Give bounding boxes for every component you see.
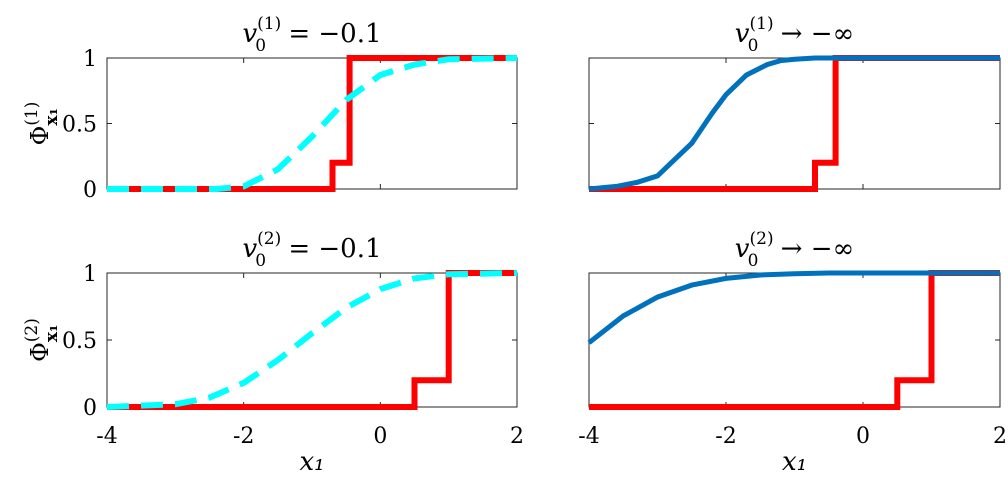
chart-title: v(2) 0 = −0.1 xyxy=(242,229,381,271)
y-tick-label: 0 xyxy=(83,178,97,203)
y-axis-label: Φ(2)x₁ xyxy=(22,318,62,362)
x-tick-label: 2 xyxy=(993,424,1007,449)
plot-area xyxy=(588,272,1001,408)
plot-area xyxy=(106,272,518,408)
x-tick-label: -2 xyxy=(715,424,736,449)
plot-area xyxy=(588,57,1001,190)
x-tick-label: 0 xyxy=(373,424,387,449)
chart-title: v(1) 0 = −0.1 xyxy=(242,14,381,56)
chart-panel-1: 0 0.5 1 v(1) 0 = −0.1 Φ(1)x₁ xyxy=(22,14,518,203)
y-tick-label: 0.5 xyxy=(62,113,97,138)
y-tick-label: 1 xyxy=(83,47,97,72)
series-line-1 xyxy=(107,55,517,192)
chart-title: v(1) 0 → −∞ xyxy=(735,14,854,56)
x-axis-label: x₁ xyxy=(299,447,324,477)
y-tick-label: 0.5 xyxy=(62,329,97,354)
series-line-2 xyxy=(587,270,1000,345)
chart-panel-3: 0 0.5 1 -4 -2 0 2 v(2) 0 = −0.1 Φ(2)x₁ x₁ xyxy=(22,229,524,477)
x-tick-label: -4 xyxy=(578,424,599,449)
x-tick-label: 2 xyxy=(510,424,524,449)
series-line-2 xyxy=(106,270,518,410)
y-tick-label: 0 xyxy=(83,396,97,421)
x-tick-label: 0 xyxy=(856,424,870,449)
chart-panel-4: -4 -2 0 2 v(2) 0 → −∞ x₁ xyxy=(578,229,1007,477)
chart-title: v(2) 0 → −∞ xyxy=(735,229,854,271)
series-line-2 xyxy=(588,55,1000,192)
x-tick-label: -4 xyxy=(96,424,117,449)
plot-area xyxy=(106,57,518,190)
series-line-2 xyxy=(107,55,518,192)
y-axis-label: Φ(1)x₁ xyxy=(22,102,62,146)
x-tick-label: -2 xyxy=(233,424,254,449)
y-tick-label: 1 xyxy=(83,262,97,287)
chart-panel-2: v(1) 0 → −∞ xyxy=(588,14,1001,192)
x-axis-label: x₁ xyxy=(782,447,807,477)
